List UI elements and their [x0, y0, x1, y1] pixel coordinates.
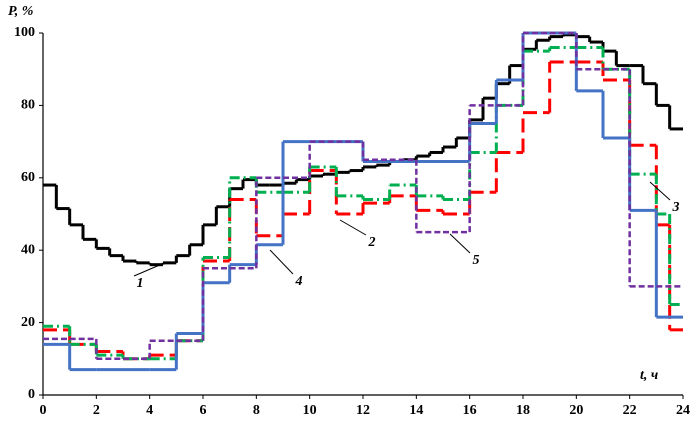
- x-tick-label: 0: [40, 403, 47, 418]
- annotation-leader: [339, 219, 367, 236]
- annotation-leader: [649, 181, 671, 201]
- x-tick-label: 2: [93, 403, 100, 418]
- x-tick-label: 24: [676, 403, 690, 418]
- series-label: 1: [137, 276, 144, 291]
- series-label: 3: [672, 200, 680, 215]
- x-tick-label: 22: [623, 403, 637, 418]
- y-tick-label: 20: [21, 315, 35, 330]
- step-riser: [68, 33, 658, 370]
- y-tick-label: 40: [21, 242, 35, 257]
- x-tick-label: 4: [146, 403, 153, 418]
- x-tick-label: 14: [409, 403, 423, 418]
- series-label: 4: [295, 274, 303, 289]
- x-tick-label: 6: [200, 403, 207, 418]
- step-riser: [68, 61, 672, 359]
- y-tick-label: 0: [28, 387, 35, 402]
- x-tick-label: 10: [303, 403, 317, 418]
- annotation-leader: [133, 263, 163, 277]
- series-label: 5: [473, 253, 480, 268]
- y-tick-label: 100: [14, 25, 35, 40]
- annotation-leader: [269, 249, 294, 275]
- x-tick-label: 20: [569, 403, 583, 418]
- y-axis-label: P, %: [8, 4, 33, 19]
- x-tick-label: 16: [463, 403, 477, 418]
- y-tick-label: 60: [21, 170, 35, 185]
- series-label: 2: [368, 235, 376, 250]
- y-tick-label: 80: [21, 98, 35, 113]
- step-riser: [95, 33, 631, 359]
- x-tick-label: 12: [356, 403, 370, 418]
- x-tick-label: 8: [253, 403, 260, 418]
- annotation-leader: [449, 233, 471, 254]
- x-axis-label: t, ч: [640, 368, 658, 383]
- x-tick-label: 18: [516, 403, 530, 418]
